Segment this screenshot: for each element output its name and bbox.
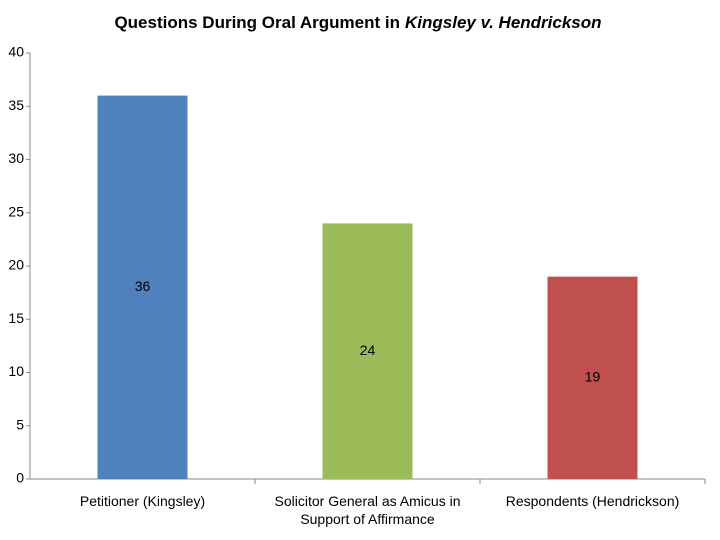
y-tick-label: 25 — [8, 203, 24, 219]
y-tick-label: 35 — [8, 97, 24, 113]
y-tick-label: 15 — [8, 310, 24, 326]
y-tick-label: 0 — [16, 470, 24, 486]
bar — [97, 95, 188, 479]
title-part: Kingsley v. Hendrickson — [405, 13, 602, 32]
data-label: 36 — [135, 278, 151, 294]
data-label: 24 — [360, 342, 376, 358]
title-part: Questions During Oral Argument in — [114, 13, 400, 32]
data-label: 19 — [585, 369, 601, 385]
y-tick-label: 10 — [8, 363, 24, 379]
chart-title: Questions During Oral Argument in Kingsle… — [114, 13, 601, 32]
y-tick-label: 40 — [8, 44, 24, 60]
y-tick-label: 5 — [16, 416, 24, 432]
x-tick-label: Solicitor General as Amicus in Support o… — [274, 493, 461, 527]
x-tick-label: Petitioner (Kingsley) — [79, 493, 206, 509]
bar — [547, 276, 638, 479]
x-tick-label: Respondents (Hendrickson) — [505, 493, 680, 509]
y-tick-label: 20 — [8, 257, 24, 273]
y-tick-label: 30 — [8, 150, 24, 166]
bar — [322, 223, 413, 479]
